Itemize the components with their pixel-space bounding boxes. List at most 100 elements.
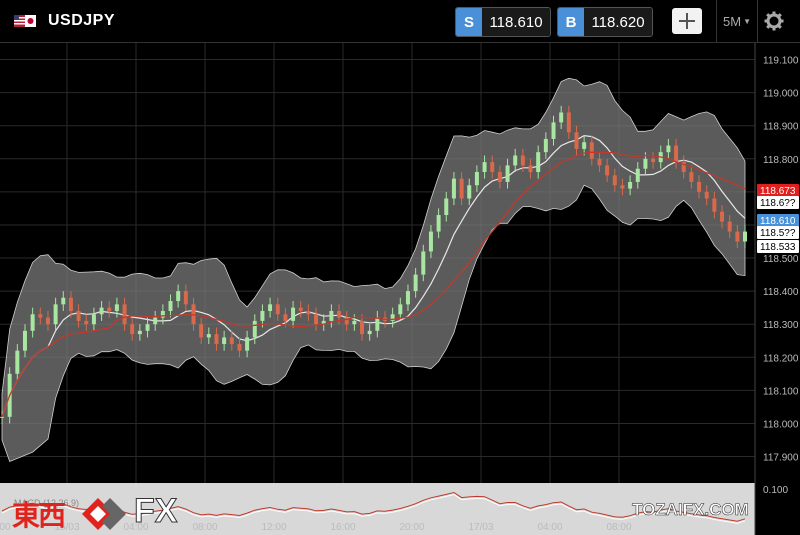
y-tick-label: 118.100: [763, 386, 799, 397]
candle-body: [306, 310, 311, 315]
y-tick-label: 118.900: [763, 122, 799, 133]
candle-body: [712, 198, 717, 212]
candle-body: [160, 310, 165, 318]
gear-icon: [764, 11, 784, 31]
candle-body: [137, 330, 142, 335]
candle-body: [130, 324, 135, 335]
moving-average-line: [1, 151, 746, 418]
candle-body: [589, 142, 594, 159]
buy-label: B: [558, 8, 584, 36]
candle-body: [674, 145, 679, 163]
candle-body: [459, 178, 464, 199]
candle-body: [490, 162, 495, 173]
tozai-fx-logo: 東西 FX: [8, 492, 194, 534]
candle-body: [436, 215, 441, 232]
candle-body: [229, 337, 234, 345]
candle-body: [720, 211, 725, 222]
candle-body: [38, 314, 43, 318]
x-tick-label: 16/03: [54, 522, 79, 533]
diamond-logo-icon: [82, 498, 126, 530]
logo-fx: FX: [133, 492, 178, 531]
x-tick-label: 17/03: [468, 522, 493, 533]
candle-body: [199, 324, 204, 338]
x-tick-label: 04:00: [537, 522, 562, 533]
sell-button[interactable]: S 118.610: [455, 7, 551, 37]
price-marker-box: [757, 214, 799, 227]
candle-body: [474, 172, 479, 186]
candle-body: [536, 152, 541, 173]
candle-body: [321, 320, 326, 325]
buy-price: 118.620: [584, 8, 652, 36]
price-marker-box: [757, 184, 799, 197]
candle-body: [666, 145, 671, 153]
price-axis: 119.100119.000118.900118.800118.700118.6…: [754, 43, 800, 535]
candle-body: [53, 304, 58, 325]
candle-body: [428, 231, 433, 252]
candle-body: [451, 178, 456, 199]
candle-body: [107, 307, 112, 311]
candle-body: [743, 231, 747, 242]
y-tick-label: 119.100: [763, 56, 799, 67]
crosshair-icon[interactable]: [672, 8, 702, 34]
candle-body: [214, 334, 219, 345]
price-chart[interactable]: 119.100119.000118.900118.800118.700118.6…: [0, 43, 800, 535]
candle-body: [375, 317, 380, 331]
candle-body: [704, 191, 709, 199]
timeframe-dropdown[interactable]: 5M ▼: [716, 0, 758, 42]
price-marker-label: 118.610: [760, 216, 796, 227]
x-tick-label: 08:00: [192, 522, 217, 533]
y-tick-label: 118.400: [763, 287, 799, 298]
macd-label: MACD (12,26,9): [14, 498, 80, 508]
us-jp-flag-icon: [14, 15, 36, 27]
candle-body: [176, 291, 181, 302]
candle-body: [352, 320, 357, 325]
x-tick-label: 12:00: [261, 522, 286, 533]
candle-body: [168, 301, 173, 311]
sell-label: S: [456, 8, 482, 36]
candle-body: [114, 304, 119, 311]
y-tick-label: 117.900: [763, 453, 799, 464]
candle-body: [145, 324, 150, 331]
candle-body: [559, 112, 564, 123]
price-marker-box: [757, 196, 799, 209]
y-tick-label: 118.500: [763, 254, 799, 265]
candle-body: [298, 307, 303, 311]
candle-body: [329, 310, 334, 321]
candle-body: [245, 337, 250, 351]
macd-tick-label: 0.100: [763, 485, 788, 496]
candle-body: [697, 181, 702, 192]
candle-body: [268, 304, 273, 311]
axis-background: [755, 43, 800, 535]
candle-body: [61, 297, 66, 305]
chevron-down-icon: ▼: [743, 16, 751, 26]
candle-body: [628, 181, 633, 189]
candle-body: [405, 291, 410, 305]
candle-body: [635, 168, 640, 182]
bollinger-band: [1, 77, 746, 463]
candles: [0, 105, 747, 424]
price-marker-label: 118.6??: [760, 198, 796, 209]
candle-body: [421, 251, 426, 275]
candle-body: [643, 158, 648, 169]
price-marker-label: 118.673: [760, 186, 796, 197]
candle-body: [551, 122, 556, 139]
macd-signal-line: [1, 493, 746, 524]
price-marker-label: 118.5??: [760, 228, 796, 239]
candle-body: [605, 165, 610, 176]
symbol-title[interactable]: USDJPY: [48, 12, 116, 29]
time-axis: 16:00 16/03 04:00 08:00 12:00 16:00 20:00 17/03…: [0, 522, 632, 533]
settings-button[interactable]: [760, 8, 788, 34]
x-tick-label: 16:00: [0, 522, 11, 533]
x-tick-label: 16:00: [330, 522, 355, 533]
buy-button[interactable]: B 118.620: [557, 7, 653, 37]
candle-body: [30, 314, 35, 331]
candle-body: [681, 162, 686, 173]
candle-body: [528, 165, 533, 173]
x-tick-label: 04:00: [123, 522, 148, 533]
candle-body: [582, 142, 587, 149]
price-marker-box: [757, 240, 799, 253]
candle-body: [367, 330, 372, 335]
macd-background: [0, 483, 755, 535]
candle-body: [0, 416, 4, 418]
